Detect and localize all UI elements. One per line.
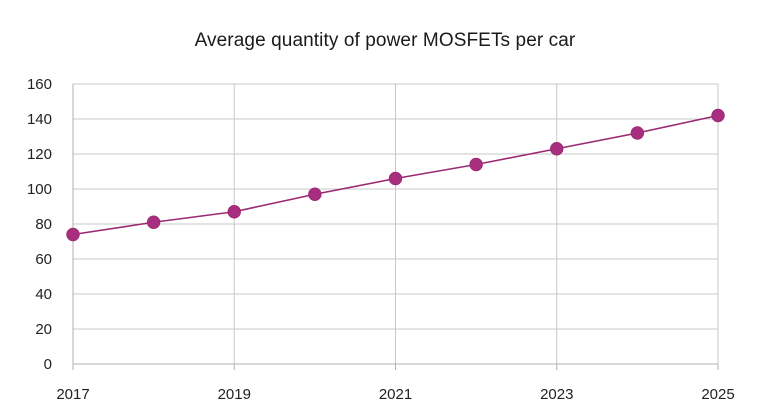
grid-layer — [73, 83, 719, 364]
label-layer: 0 20 40 60 80 100 120 140 160 2017 2019 2021 2023 202… — [27, 76, 735, 403]
data-point — [227, 205, 241, 219]
data-point — [711, 108, 725, 123]
x-tick-label: 2021 — [379, 386, 412, 403]
x-tick-label: 2017 — [56, 386, 89, 403]
marker-layer — [66, 108, 725, 242]
x-tick-label: 2019 — [218, 386, 251, 403]
y-tick-label: 140 — [27, 111, 52, 128]
x-tick-label: 2023 — [540, 386, 573, 403]
y-tick-label: 80 — [35, 216, 52, 233]
x-tick-label: 2025 — [701, 386, 734, 403]
y-tick-label: 40 — [35, 286, 52, 303]
chart-title: Average quantity of power MOSFETs per ca… — [194, 30, 576, 51]
data-point — [308, 187, 322, 201]
data-point — [469, 157, 483, 172]
y-tick-label: 120 — [27, 146, 52, 163]
y-tick-label: 100 — [27, 181, 52, 198]
data-point — [388, 171, 403, 186]
data-point — [66, 227, 80, 242]
y-tick-label: 0 — [44, 356, 52, 373]
data-point — [146, 215, 161, 229]
y-tick-label: 20 — [35, 321, 52, 338]
y-tick-label: 60 — [35, 251, 52, 268]
data-point — [550, 142, 564, 156]
axis-layer — [72, 84, 719, 370]
y-tick-label: 160 — [27, 76, 52, 93]
data-point — [630, 126, 645, 140]
